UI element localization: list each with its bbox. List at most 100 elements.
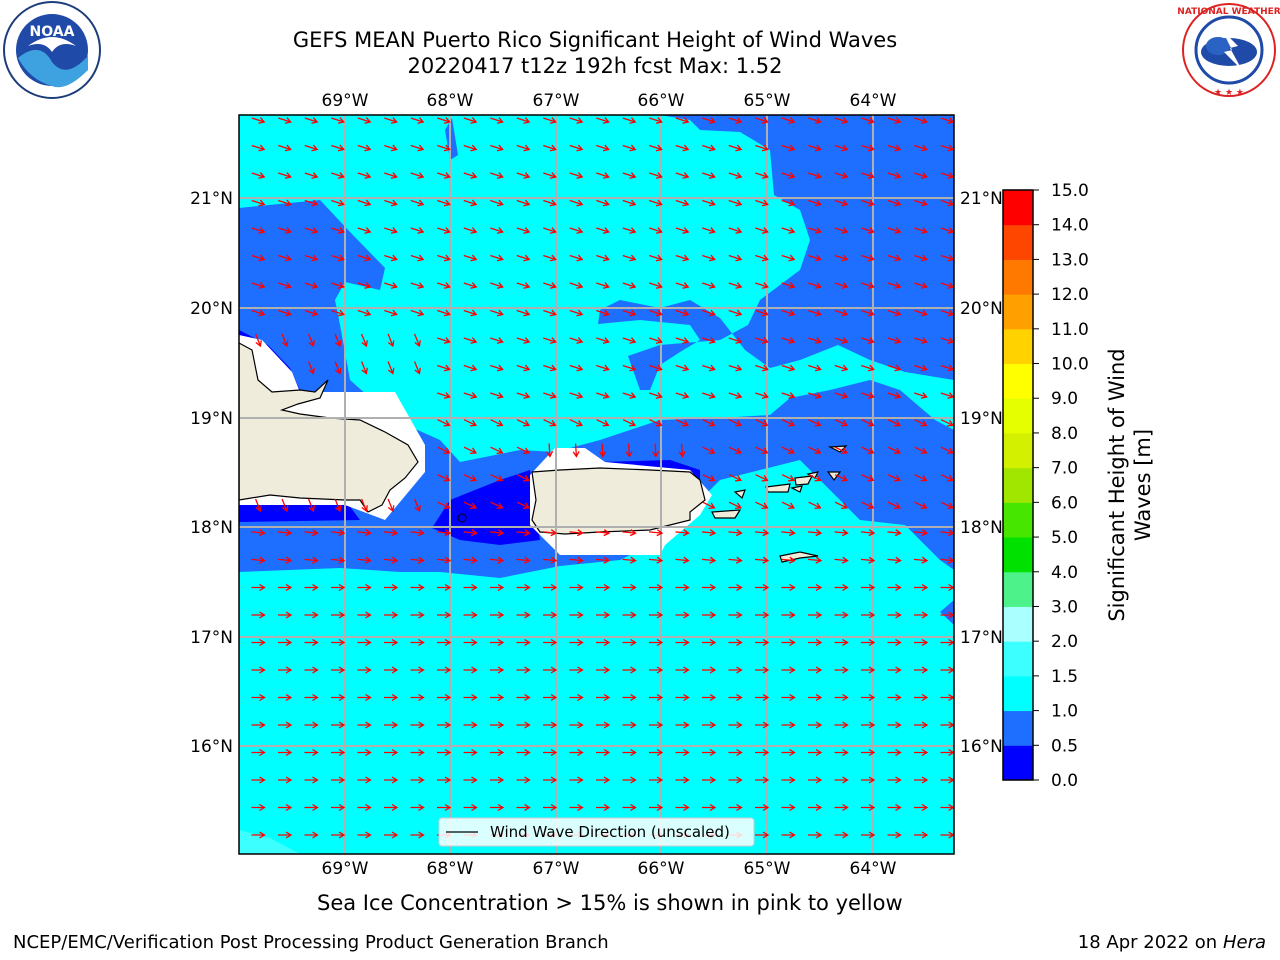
wave-direction-arrow xyxy=(887,446,902,455)
wave-direction-arrow xyxy=(675,337,690,344)
wave-direction-arrow xyxy=(649,638,664,647)
wave-direction-arrow xyxy=(781,419,796,427)
wave-direction-arrow xyxy=(701,556,717,564)
wave-direction-arrow xyxy=(463,776,478,784)
wave-direction-arrow xyxy=(360,333,368,348)
wave-direction-arrow xyxy=(463,309,478,317)
wave-direction-arrow xyxy=(781,172,796,179)
wave-direction-arrow xyxy=(887,803,902,812)
lat-label: 20°N xyxy=(960,299,1003,319)
lon-label: 66°W xyxy=(638,91,685,111)
wave-direction-arrow xyxy=(887,337,902,344)
lat-label: 18°N xyxy=(960,518,1003,538)
wave-direction-arrow xyxy=(516,282,531,289)
wave-direction-arrow xyxy=(702,721,717,729)
wave-direction-arrow xyxy=(304,583,319,592)
wave-direction-arrow xyxy=(808,666,823,674)
wave-direction-arrow xyxy=(834,309,849,317)
wave-direction-arrow xyxy=(675,227,690,234)
wave-direction-arrow xyxy=(357,776,372,784)
wave-direction-arrow xyxy=(569,721,584,729)
wave-direction-arrow xyxy=(914,776,929,784)
wave-direction-arrow xyxy=(781,227,796,234)
wave-direction-arrow xyxy=(861,803,876,812)
wave-direction-arrow xyxy=(781,337,796,344)
wave-direction-arrow xyxy=(622,556,637,564)
wave-direction-arrow xyxy=(569,199,584,207)
wave-direction-arrow xyxy=(702,474,716,482)
colorbar-segment xyxy=(1003,363,1033,399)
wave-direction-arrow xyxy=(648,556,664,564)
wave-direction-arrow xyxy=(410,282,425,289)
wave-direction-arrow xyxy=(860,529,876,537)
wave-direction-arrow xyxy=(569,776,584,784)
wave-direction-arrow xyxy=(861,227,875,234)
lat-label: 16°N xyxy=(190,737,233,757)
wave-direction-arrow xyxy=(251,227,266,234)
wave-direction-arrow xyxy=(622,254,637,262)
noaa-logo: NOAA xyxy=(3,1,101,99)
wave-direction-arrow xyxy=(808,337,822,344)
colorbar-tick-label: 10.0 xyxy=(1051,355,1089,375)
wave-direction-arrow xyxy=(516,474,531,482)
wave-direction-arrow xyxy=(330,556,346,564)
wave-direction-arrow xyxy=(728,337,743,344)
svg-text:Waves [m]: Waves [m] xyxy=(1131,429,1155,541)
wave-direction-arrow xyxy=(357,282,372,289)
wave-direction-arrow xyxy=(410,144,425,152)
wave-direction-arrow xyxy=(569,282,584,289)
wave-direction-arrow xyxy=(357,611,372,619)
wave-direction-arrow xyxy=(463,693,478,702)
wave-direction-arrow xyxy=(516,748,531,757)
wave-direction-arrow xyxy=(861,282,875,289)
wave-direction-arrow xyxy=(463,144,478,152)
wave-direction-arrow xyxy=(755,172,769,179)
colorbar-segment xyxy=(1003,606,1033,642)
wave-direction-arrow xyxy=(437,474,451,482)
wave-direction-arrow xyxy=(622,227,637,234)
wave-direction-arrow xyxy=(569,748,584,757)
wave-direction-arrow xyxy=(251,556,266,564)
wave-direction-arrow xyxy=(808,501,822,510)
wave-direction-arrow xyxy=(728,254,743,262)
lat-label: 17°N xyxy=(960,628,1003,648)
wave-direction-arrow xyxy=(490,803,505,812)
wave-direction-arrow xyxy=(251,583,266,592)
colorbar-tick-label: 14.0 xyxy=(1051,216,1089,236)
wave-direction-arrow xyxy=(913,529,929,537)
wave-direction-arrow xyxy=(599,443,607,458)
wave-direction-arrow xyxy=(914,117,928,124)
wave-direction-arrow xyxy=(516,309,531,317)
lat-label: 17°N xyxy=(190,628,233,648)
colorbar-segment xyxy=(1003,224,1033,260)
wave-direction-arrow xyxy=(675,556,690,564)
wave-direction-arrow xyxy=(384,638,399,647)
wave-direction-arrow xyxy=(383,529,399,537)
wave-direction-arrow xyxy=(728,803,743,812)
wave-direction-arrow xyxy=(914,364,928,372)
wave-direction-arrow xyxy=(649,776,664,784)
wave-direction-arrow xyxy=(940,254,954,262)
wave-direction-arrow xyxy=(463,337,478,344)
wave-direction-arrow xyxy=(649,309,663,317)
wave-direction-arrow xyxy=(360,361,368,375)
wave-direction-arrow xyxy=(781,583,796,592)
colorbar-segment xyxy=(1003,502,1033,538)
lon-label: 69°W xyxy=(322,91,369,111)
wave-direction-arrow xyxy=(914,474,928,482)
wave-direction-arrow xyxy=(622,282,637,289)
wave-direction-arrow xyxy=(489,556,505,564)
wave-direction-arrow xyxy=(702,144,716,152)
wave-direction-arrow xyxy=(648,529,664,537)
wave-direction-arrow xyxy=(755,227,769,234)
wave-direction-arrow xyxy=(278,144,292,152)
wave-direction-arrow xyxy=(251,831,266,839)
wave-direction-arrow xyxy=(622,611,637,619)
wave-direction-arrow xyxy=(702,611,717,619)
wave-direction-arrow xyxy=(490,474,504,482)
wave-direction-arrow xyxy=(781,474,796,482)
wave-direction-arrow xyxy=(940,392,954,399)
wave-direction-arrow xyxy=(596,117,610,124)
wave-direction-arrow xyxy=(410,611,425,619)
wave-direction-arrow xyxy=(834,666,849,674)
